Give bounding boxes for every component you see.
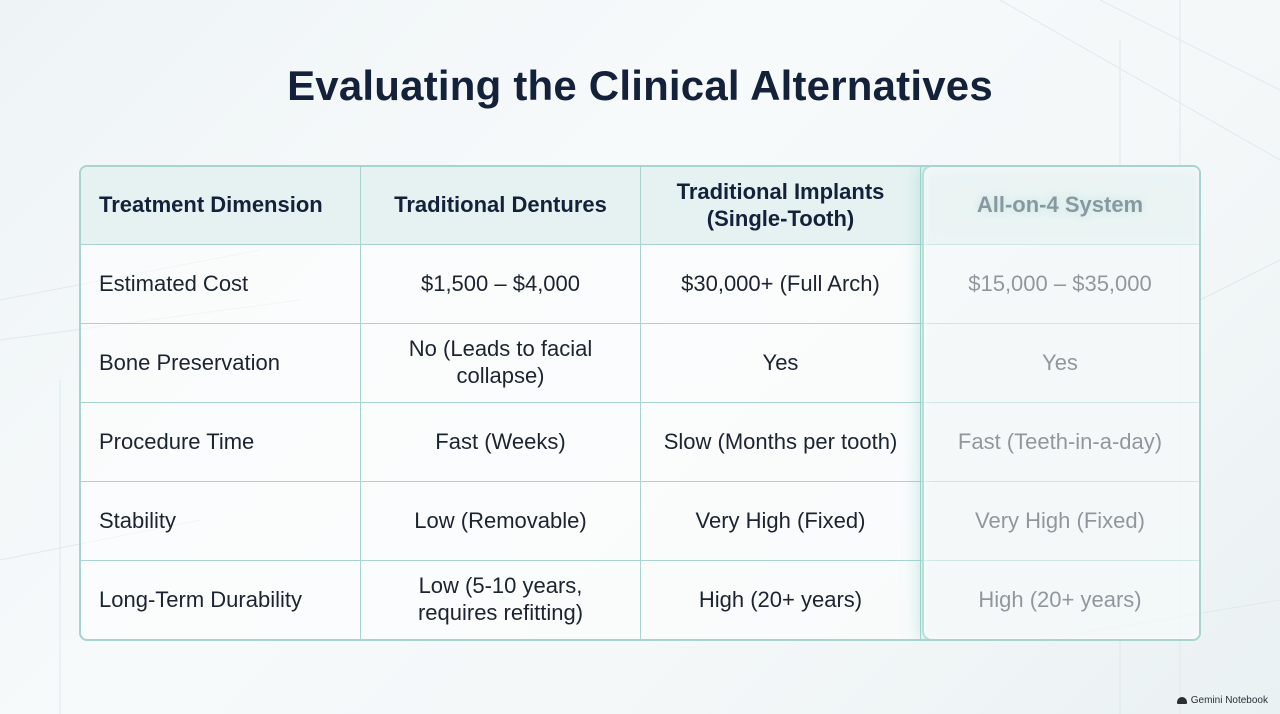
table-cell: High (20+ years) [641, 561, 921, 639]
row-label: Long-Term Durability [81, 561, 361, 639]
column-header: All-on-4 System [921, 167, 1199, 245]
notebook-icon [1176, 697, 1187, 704]
table-cell: Very High (Fixed) [641, 482, 921, 561]
table-cell: Yes [921, 324, 1199, 403]
table-cell: No (Leads to facial collapse) [361, 324, 641, 403]
table-cell: Very High (Fixed) [921, 482, 1199, 561]
table-grid: Treatment Dimension Traditional Dentures T… [81, 167, 1199, 639]
table-cell: $1,500 – $4,000 [361, 245, 641, 324]
row-label: Stability [81, 482, 361, 561]
comparison-table: Treatment Dimension Traditional Dentures T… [79, 165, 1201, 641]
row-label: Procedure Time [81, 403, 361, 482]
watermark-label: Gemini Notebook [1190, 695, 1268, 706]
column-header: Treatment Dimension [81, 167, 361, 245]
column-header: Traditional Implants (Single-Tooth) [641, 167, 921, 245]
table-cell: Yes [641, 324, 921, 403]
watermark: Gemini Notebook [1176, 695, 1268, 706]
table-cell: High (20+ years) [978, 586, 1142, 612]
table-cell: $30,000+ (Full Arch) [641, 245, 921, 324]
row-label: Estimated Cost [81, 245, 361, 324]
table-cell: Fast (Teeth-in-a-day) [921, 403, 1199, 482]
row-label: Bone Preservation [81, 324, 361, 403]
table-cell: Fast (Weeks) [361, 403, 641, 482]
table-cell: Low (5-10 years, requires refitting) [361, 561, 641, 639]
table-cell: Low (Removable) [361, 482, 641, 561]
table-cell: $15,000 – $35,000 [921, 245, 1199, 324]
page-title: Evaluating the Clinical Alternatives [287, 62, 993, 109]
table-cell: Slow (Months per tooth) [641, 403, 921, 482]
column-header: Traditional Dentures [361, 167, 641, 245]
